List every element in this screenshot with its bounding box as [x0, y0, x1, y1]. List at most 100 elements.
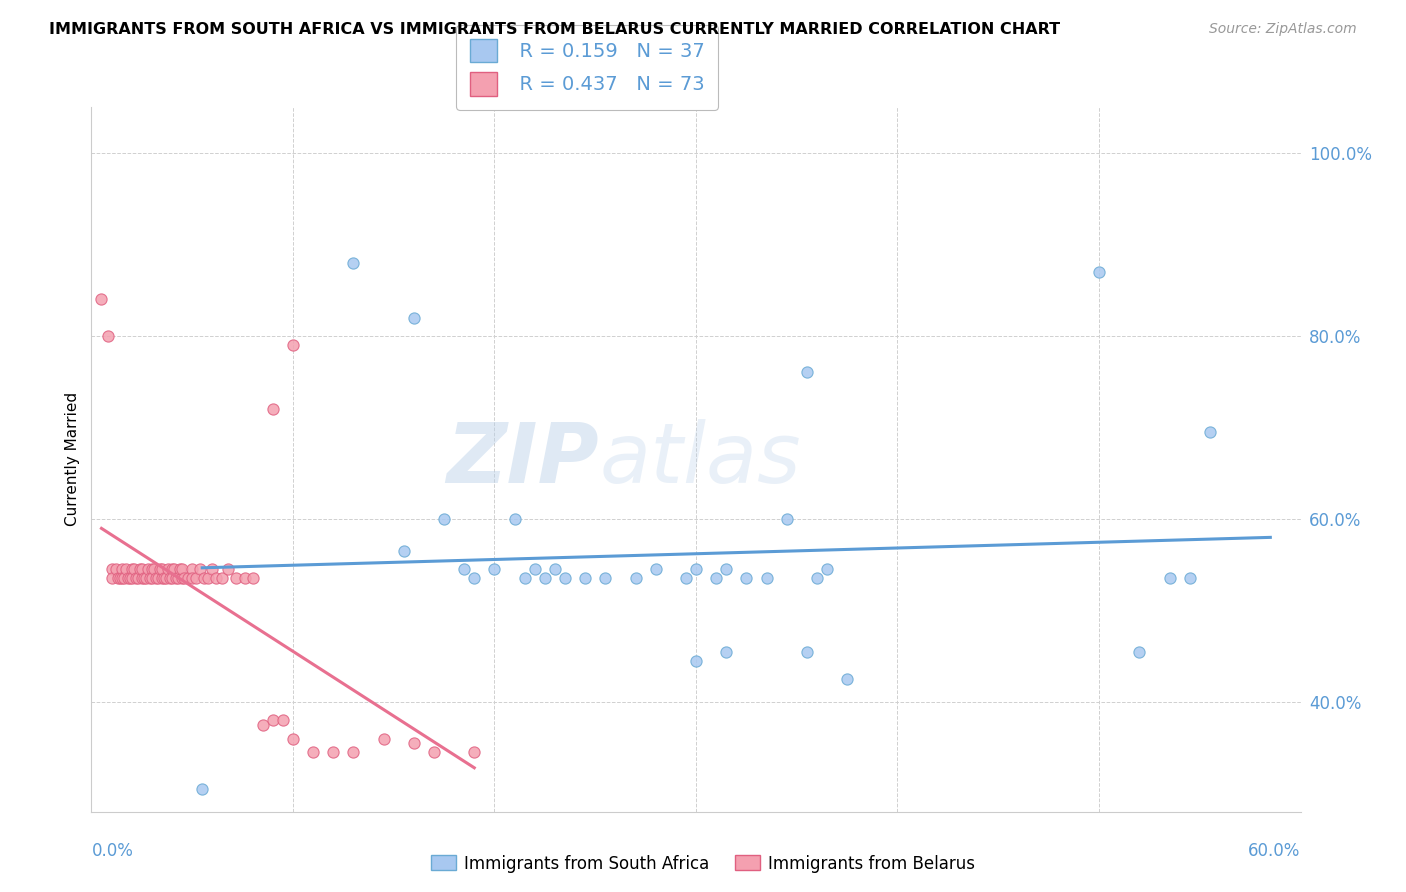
Point: [714, 644, 737, 658]
Point: [1198, 425, 1220, 439]
Point: [181, 571, 204, 585]
Point: [402, 736, 425, 750]
Point: [160, 571, 183, 585]
Point: [90, 292, 112, 306]
Y-axis label: Currently Married: Currently Married: [65, 392, 80, 526]
Point: [835, 672, 858, 686]
Point: [142, 562, 165, 576]
Point: [302, 745, 325, 759]
Point: [118, 571, 141, 585]
Point: [1128, 644, 1150, 658]
Point: [624, 571, 647, 585]
Point: [463, 745, 485, 759]
Point: [484, 562, 506, 576]
Point: [177, 571, 200, 585]
Point: [644, 562, 666, 576]
Point: [150, 571, 173, 585]
Point: [205, 571, 228, 585]
Point: [574, 571, 596, 585]
Point: [159, 571, 181, 585]
Point: [131, 562, 153, 576]
Point: [127, 571, 149, 585]
Point: [172, 571, 194, 585]
Point: [136, 562, 159, 576]
Point: [100, 562, 122, 576]
Point: [201, 562, 224, 576]
Text: 0.0%: 0.0%: [91, 842, 134, 860]
Point: [131, 571, 153, 585]
Point: [132, 571, 155, 585]
Point: [139, 571, 162, 585]
Point: [122, 562, 145, 576]
Point: [141, 571, 163, 585]
Point: [755, 571, 778, 585]
Point: [141, 562, 163, 576]
Point: [160, 562, 183, 576]
Point: [806, 571, 828, 585]
Point: [197, 571, 219, 585]
Point: [252, 718, 274, 732]
Point: [242, 571, 264, 585]
Point: [262, 713, 284, 727]
Text: atlas: atlas: [599, 419, 801, 500]
Point: [735, 571, 758, 585]
Point: [796, 366, 818, 380]
Point: [114, 562, 136, 576]
Point: [173, 571, 195, 585]
Legend:   R = 0.159   N = 37,   R = 0.437   N = 73: R = 0.159 N = 37, R = 0.437 N = 73: [456, 25, 718, 110]
Point: [145, 571, 167, 585]
Point: [125, 571, 148, 585]
Point: [423, 745, 446, 759]
Point: [402, 310, 425, 325]
Point: [593, 571, 616, 585]
Point: [544, 562, 567, 576]
Point: [503, 512, 526, 526]
Point: [112, 571, 135, 585]
Point: [1159, 571, 1181, 585]
Point: [107, 571, 129, 585]
Point: [191, 781, 214, 796]
Point: [433, 512, 456, 526]
Point: [233, 571, 256, 585]
Point: [121, 562, 143, 576]
Text: 60.0%: 60.0%: [1249, 842, 1301, 860]
Point: [271, 713, 294, 727]
Point: [104, 562, 127, 576]
Point: [108, 571, 131, 585]
Point: [392, 544, 415, 558]
Point: [149, 562, 172, 576]
Point: [322, 745, 344, 759]
Point: [704, 571, 727, 585]
Point: [1088, 265, 1111, 279]
Point: [796, 644, 818, 658]
Point: [156, 562, 179, 576]
Point: [262, 402, 284, 417]
Text: Source: ZipAtlas.com: Source: ZipAtlas.com: [1209, 22, 1357, 37]
Point: [121, 571, 143, 585]
Point: [146, 571, 169, 585]
Text: IMMIGRANTS FROM SOUTH AFRICA VS IMMIGRANTS FROM BELARUS CURRENTLY MARRIED CORREL: IMMIGRANTS FROM SOUTH AFRICA VS IMMIGRAN…: [49, 22, 1060, 37]
Point: [181, 562, 204, 576]
Point: [167, 571, 190, 585]
Point: [675, 571, 697, 585]
Point: [714, 562, 737, 576]
Point: [150, 562, 173, 576]
Point: [186, 571, 208, 585]
Point: [685, 654, 707, 668]
Point: [211, 571, 233, 585]
Point: [463, 571, 485, 585]
Point: [373, 731, 395, 746]
Point: [815, 562, 838, 576]
Point: [1178, 571, 1201, 585]
Point: [165, 571, 187, 585]
Point: [685, 562, 707, 576]
Point: [117, 571, 139, 585]
Point: [169, 562, 191, 576]
Point: [533, 571, 555, 585]
Point: [163, 562, 186, 576]
Point: [155, 571, 177, 585]
Point: [342, 255, 364, 269]
Point: [225, 571, 247, 585]
Point: [554, 571, 576, 585]
Point: [128, 562, 150, 576]
